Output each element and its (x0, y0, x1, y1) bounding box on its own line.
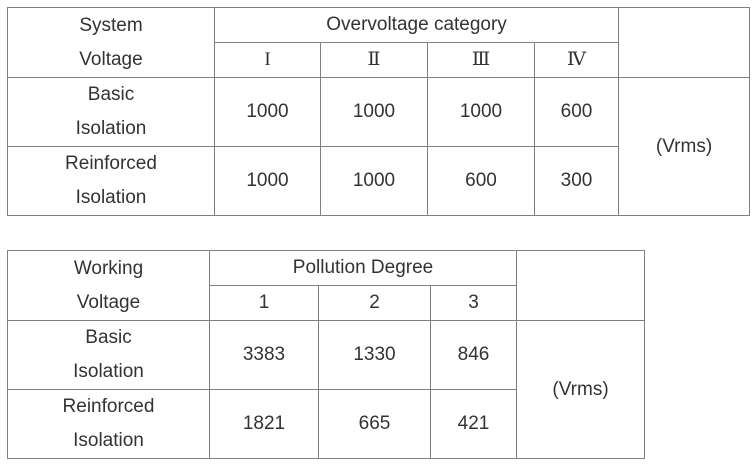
table-cell: 600 (533, 77, 620, 147)
table-cell: 1330 (318, 320, 431, 390)
table-cell: 300 (533, 146, 620, 216)
table-cell: 421 (429, 389, 518, 459)
row-label: Reinforced Isolation (7, 146, 215, 216)
header-blank-cell (516, 250, 646, 321)
table-cell: 846 (429, 320, 518, 390)
column-header: Ⅲ (427, 42, 535, 78)
table-row: Reinforced Isolation 1821 665 421 (7, 389, 645, 459)
table-cell: 1000 (320, 146, 428, 216)
row-label: Reinforced Isolation (7, 389, 210, 459)
header-label-line2: Voltage (76, 291, 141, 313)
row-label: Basic Isolation (7, 320, 210, 390)
table-row: Reinforced Isolation 1000 1000 600 300 (7, 146, 750, 216)
column-header: I (214, 42, 321, 78)
row-label: Basic Isolation (7, 77, 215, 147)
group-header: Overvoltage category (213, 7, 620, 43)
row-label-line2: Isolation (75, 187, 147, 208)
table-header-row: System Voltage Overvoltage category (7, 7, 751, 78)
header-label-line2: Voltage (79, 48, 143, 70)
column-header: Ⅱ (320, 42, 428, 78)
table-row: Basic Isolation 1000 1000 1000 600 (Vrms… (7, 77, 751, 216)
unit-cell: (Vrms) (516, 320, 646, 459)
table-cell: 600 (427, 146, 535, 216)
header-blank-cell (618, 7, 751, 78)
table-cell: 1000 (214, 146, 321, 216)
column-header: Ⅳ (533, 42, 620, 78)
row-label-header: System Voltage (7, 7, 215, 78)
column-header: 3 (429, 285, 518, 321)
table-cell: 1000 (214, 77, 321, 147)
table-cell: 1821 (209, 389, 319, 459)
table-cell: 665 (318, 389, 431, 459)
table-row: Basic Isolation 3383 1330 846 (Vrms) (7, 320, 646, 459)
table-subheader-row: 1 2 3 (8, 285, 645, 321)
unit-cell: (Vrms) (618, 77, 751, 216)
row-label-line1: Reinforced (62, 396, 155, 417)
row-label-line2: Isolation (73, 430, 144, 451)
column-header: 2 (318, 285, 431, 321)
table-cell: 3383 (209, 320, 319, 390)
table-cell: 1000 (320, 77, 428, 147)
row-label-line1: Basic (85, 327, 132, 348)
row-label-line2: Isolation (73, 361, 144, 382)
column-header: 1 (209, 285, 319, 321)
row-label-line1: Reinforced (65, 153, 157, 174)
group-header: Pollution Degree (208, 250, 518, 286)
table-cell: 1000 (427, 77, 535, 147)
header-label-line1: System (79, 14, 143, 36)
header-label-line1: Working (73, 257, 144, 279)
pollution-degree-table: Working Voltage Pollution Degree 1 2 3 B… (7, 250, 646, 459)
row-label-line2: Isolation (75, 118, 147, 139)
overvoltage-category-table: System Voltage Overvoltage category I Ⅱ … (7, 7, 751, 216)
table-header-row: Working Voltage Pollution Degree (7, 250, 646, 321)
row-label-line1: Basic (87, 84, 135, 105)
row-label-header: Working Voltage (7, 250, 210, 321)
